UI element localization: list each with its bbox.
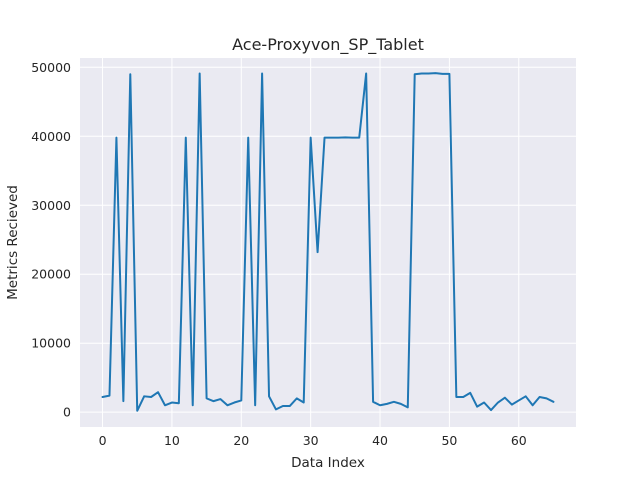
y-tick-labels: 0 10000 20000 30000 40000 50000 [31,60,71,420]
x-tick-label: 50 [441,433,457,448]
x-tick-label: 20 [233,433,249,448]
y-axis-label: Metrics Recieved [5,185,21,300]
x-axis-label: Data Index [291,455,365,471]
x-tick-label: 40 [372,433,388,448]
y-tick-label: 50000 [31,60,71,75]
y-tick-label: 20000 [31,267,71,282]
x-tick-label: 60 [511,433,527,448]
y-tick-label: 30000 [31,198,71,213]
y-tick-label: 40000 [31,129,71,144]
x-tick-label: 0 [99,433,107,448]
series-line [101,72,555,412]
plot-background [80,58,576,427]
x-tick-label: 30 [303,433,319,448]
x-tick-label: 10 [164,433,180,448]
x-tick-labels: 0 10 20 30 40 50 60 [99,433,527,448]
y-tick-label: 10000 [31,336,71,351]
y-tick-label: 0 [63,405,71,420]
chart-title: Ace-Proxyvon_SP_Tablet [232,35,424,55]
